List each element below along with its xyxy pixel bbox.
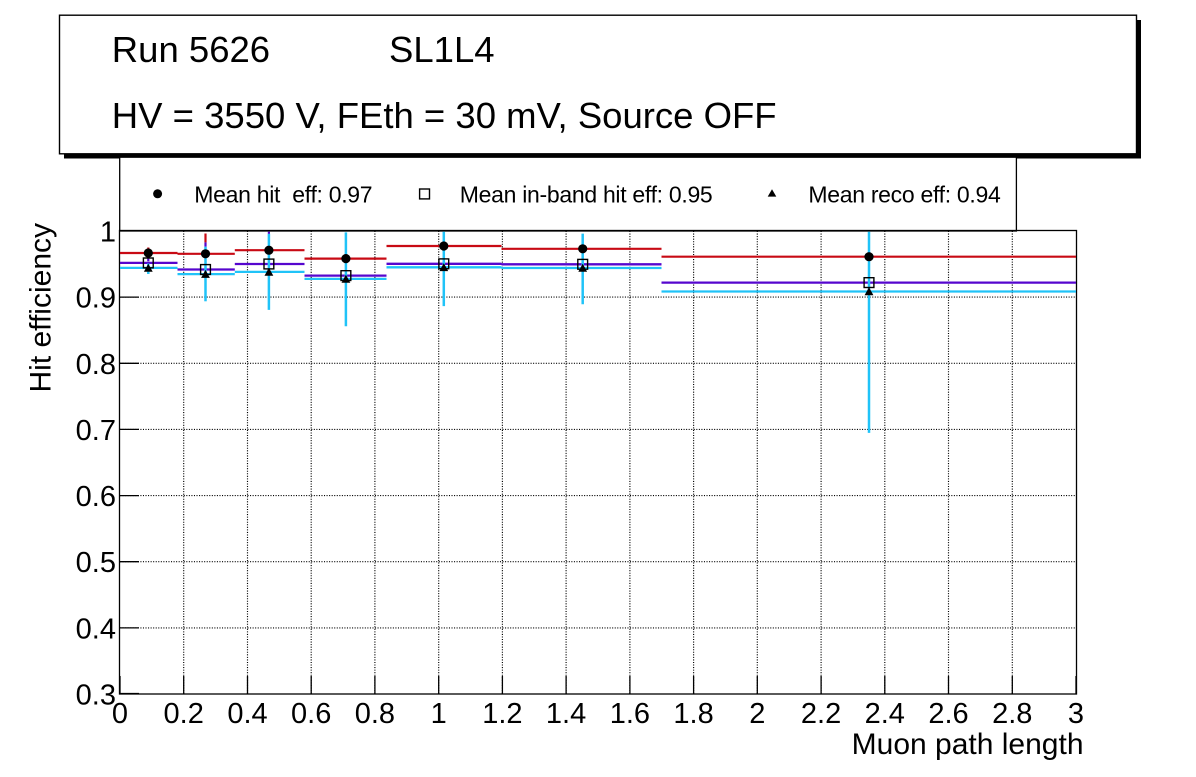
svg-text:HV = 3550 V, FEth = 30 mV, Sou: HV = 3550 V, FEth = 30 mV, Source OFF xyxy=(112,95,777,136)
svg-text:0.2: 0.2 xyxy=(164,698,204,730)
svg-text:1.6: 1.6 xyxy=(610,698,650,730)
svg-text:0.5: 0.5 xyxy=(76,547,116,579)
svg-text:0.8: 0.8 xyxy=(76,349,116,381)
svg-text:Mean in-band hit eff: 0.95: Mean in-band hit eff: 0.95 xyxy=(460,181,713,207)
svg-text:2: 2 xyxy=(749,698,765,730)
svg-text:2.8: 2.8 xyxy=(992,698,1032,730)
svg-text:Mean reco eff: 0.94: Mean reco eff: 0.94 xyxy=(808,181,1001,207)
svg-text:SL1L4: SL1L4 xyxy=(389,29,495,70)
svg-text:1.8: 1.8 xyxy=(673,698,713,730)
svg-text:Run 5626: Run 5626 xyxy=(112,29,270,70)
svg-text:2.2: 2.2 xyxy=(801,698,841,730)
svg-text:0.6: 0.6 xyxy=(76,481,116,513)
svg-text:0: 0 xyxy=(112,698,128,730)
svg-text:0.3: 0.3 xyxy=(76,680,116,712)
svg-text:0.6: 0.6 xyxy=(291,698,331,730)
svg-text:2.4: 2.4 xyxy=(865,698,905,730)
svg-text:1: 1 xyxy=(100,217,116,249)
svg-text:1.4: 1.4 xyxy=(546,698,586,730)
svg-text:0.4: 0.4 xyxy=(76,613,116,645)
svg-text:Mean hit eff: 0.97: Mean hit eff: 0.97 xyxy=(194,181,372,207)
svg-text:1: 1 xyxy=(431,698,447,730)
svg-text:0.8: 0.8 xyxy=(355,698,395,730)
svg-text:1.2: 1.2 xyxy=(482,698,522,730)
svg-text:3: 3 xyxy=(1068,698,1084,730)
svg-text:0.9: 0.9 xyxy=(76,283,116,315)
svg-text:Muon path length: Muon path length xyxy=(852,728,1084,761)
svg-text:2.6: 2.6 xyxy=(928,698,968,730)
svg-text:0.4: 0.4 xyxy=(227,698,267,730)
svg-text:Hit efficiency: Hit efficiency xyxy=(25,223,58,393)
svg-text:0.7: 0.7 xyxy=(76,415,116,447)
